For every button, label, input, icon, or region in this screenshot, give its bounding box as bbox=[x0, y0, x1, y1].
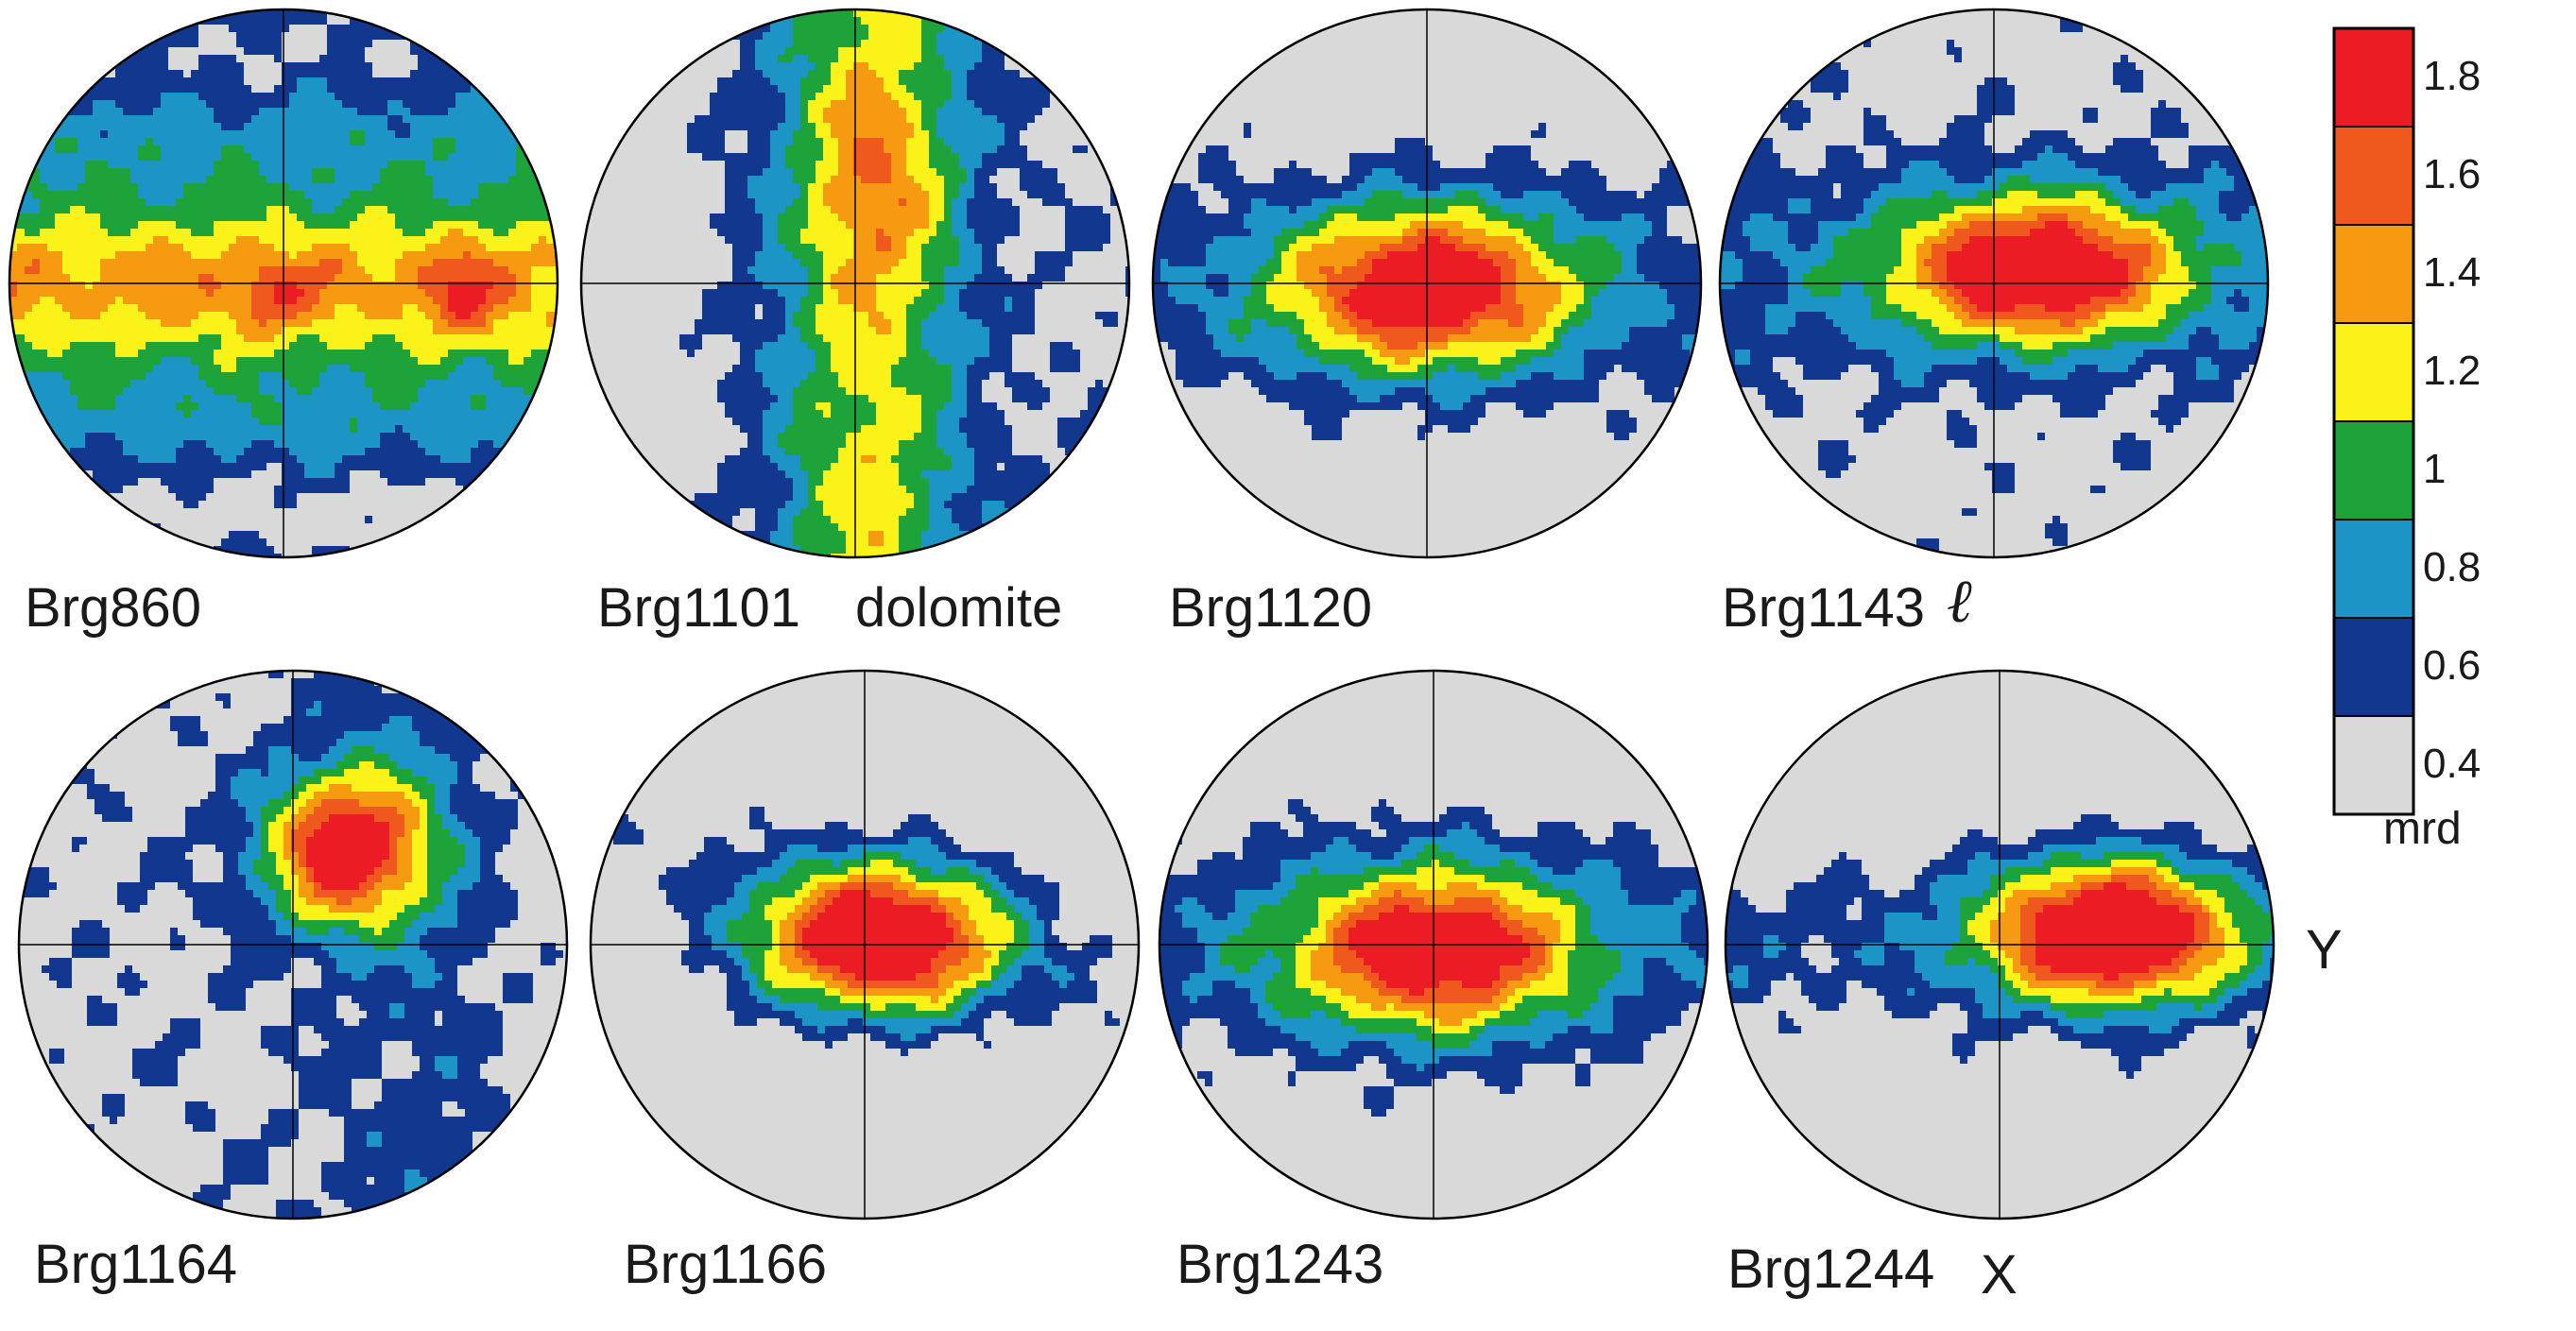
panel-label-brg1244: Brg1244 bbox=[1727, 1238, 1935, 1300]
density-level-1.6 bbox=[853, 138, 906, 251]
colorbar-tick-label: 0.6 bbox=[2423, 642, 2482, 689]
density-level-0.6 bbox=[1159, 799, 1708, 1117]
density-level-1.2 bbox=[268, 761, 427, 935]
primitive-circle bbox=[579, 8, 1131, 559]
density-level-0.6 bbox=[679, 17, 1129, 546]
pole-figure-brg1101 bbox=[581, 9, 1129, 557]
density-level-1.6 bbox=[1924, 213, 2151, 327]
primitive-circle bbox=[8, 8, 559, 559]
density-level-0.8 bbox=[704, 837, 1074, 1041]
panel-label-brg1143: Brg1143 bbox=[1722, 577, 1925, 639]
density-level-0.8 bbox=[1175, 822, 1708, 1071]
colorbar bbox=[2332, 26, 2415, 816]
density-level-1.8 bbox=[802, 890, 953, 981]
density-level-0.8 bbox=[747, 9, 1012, 557]
colorbar-tick-label: 1.2 bbox=[2423, 348, 2482, 394]
panel-label-brg1166: Brg1166 bbox=[624, 1234, 827, 1295]
colorbar-swatch-0.8 bbox=[2333, 519, 2414, 619]
pole-figure-brg860 bbox=[9, 9, 558, 557]
density-level-1.8 bbox=[1348, 905, 1530, 996]
pole-figure-brg1166 bbox=[591, 671, 1139, 1219]
colorbar-unit: mrd bbox=[2383, 804, 2462, 854]
density-level-1.6 bbox=[2020, 875, 2209, 988]
primitive-circle bbox=[589, 669, 1141, 1220]
colorbar-swatch-0.4 bbox=[2333, 715, 2414, 815]
pole-figure-brg1243 bbox=[1159, 671, 1708, 1219]
panel-label-brg1164: Brg1164 bbox=[34, 1234, 237, 1295]
density-level-1.8 bbox=[274, 282, 493, 319]
density-level-0.6 bbox=[1153, 123, 1701, 440]
pole-figure-brg1164 bbox=[19, 671, 567, 1219]
lineation-symbol: ℓ bbox=[1947, 567, 1972, 637]
density-level-1.4 bbox=[283, 784, 420, 913]
density-level-1.4 bbox=[823, 62, 929, 546]
colorbar-swatch-1.8 bbox=[2333, 27, 2414, 128]
density-level-1.4 bbox=[1311, 882, 1560, 1026]
density-level-0.6 bbox=[613, 807, 1120, 1056]
density-level-0.8 bbox=[1726, 837, 2274, 1033]
density-level-1.8 bbox=[1342, 236, 1501, 327]
primitive-circle bbox=[1724, 669, 2275, 1220]
density-level-0.8 bbox=[17, 17, 539, 478]
density-level-1 bbox=[1220, 845, 1621, 1049]
panel-label-brg860: Brg860 bbox=[25, 577, 202, 639]
primitive-circle bbox=[17, 669, 569, 1220]
density-level-0.6 bbox=[19, 671, 563, 1219]
colorbar-swatch-1.2 bbox=[2333, 322, 2414, 422]
colorbar-tick-label: 1.6 bbox=[2423, 151, 2482, 197]
colorbar-swatch-1.4 bbox=[2333, 224, 2414, 324]
colorbar-swatch-0.6 bbox=[2333, 617, 2414, 717]
density-level-1 bbox=[1803, 176, 2241, 365]
primitive-circle bbox=[1151, 8, 1703, 559]
panel-label-brg1101: Brg1101 bbox=[597, 577, 800, 639]
axis-label-y: Y bbox=[2306, 919, 2343, 981]
panel-sublabel-dolomite: dolomite bbox=[855, 577, 1063, 639]
colorbar-tick-label: 0.4 bbox=[2423, 741, 2482, 787]
density-level-1.8 bbox=[2035, 882, 2194, 981]
panel-label-brg1120: Brg1120 bbox=[1169, 577, 1372, 639]
density-level-1.2 bbox=[9, 206, 558, 372]
primitive-circle bbox=[1158, 669, 1709, 1220]
colorbar-frame bbox=[2332, 26, 2415, 816]
density-level-1.4 bbox=[9, 229, 558, 342]
primitive-circle bbox=[1718, 8, 2270, 559]
panel-label-brg1243: Brg1243 bbox=[1176, 1234, 1384, 1295]
colorbar-swatch-1.6 bbox=[2333, 126, 2414, 226]
density-level-0.6 bbox=[1720, 9, 2268, 557]
density-level-1.8 bbox=[1947, 221, 2128, 312]
colorbar-tick-label: 0.8 bbox=[2423, 544, 2482, 590]
density-level-0.8 bbox=[231, 701, 480, 1200]
pole-figure-brg1120 bbox=[1153, 9, 1701, 557]
pole-figure-brg1143 bbox=[1720, 9, 2268, 557]
density-level-0.6 bbox=[1726, 814, 2274, 1079]
density-level-1 bbox=[778, 9, 967, 557]
colorbar-tick-label: 1.8 bbox=[2423, 53, 2482, 99]
axis-label-x: X bbox=[1981, 1244, 2018, 1305]
pole-figure-brg1244 bbox=[1726, 671, 2274, 1219]
colorbar-tick-label: 1.4 bbox=[2423, 249, 2482, 296]
density-level-1.4 bbox=[1297, 221, 1561, 365]
density-level-1.6 bbox=[291, 799, 404, 905]
colorbar-tick-label: 1 bbox=[2423, 446, 2447, 492]
density-level-1.6 bbox=[9, 251, 516, 327]
density-level-1.8 bbox=[306, 814, 389, 890]
colorbar-swatch-1 bbox=[2333, 420, 2414, 520]
density-level-1.2 bbox=[800, 9, 944, 557]
